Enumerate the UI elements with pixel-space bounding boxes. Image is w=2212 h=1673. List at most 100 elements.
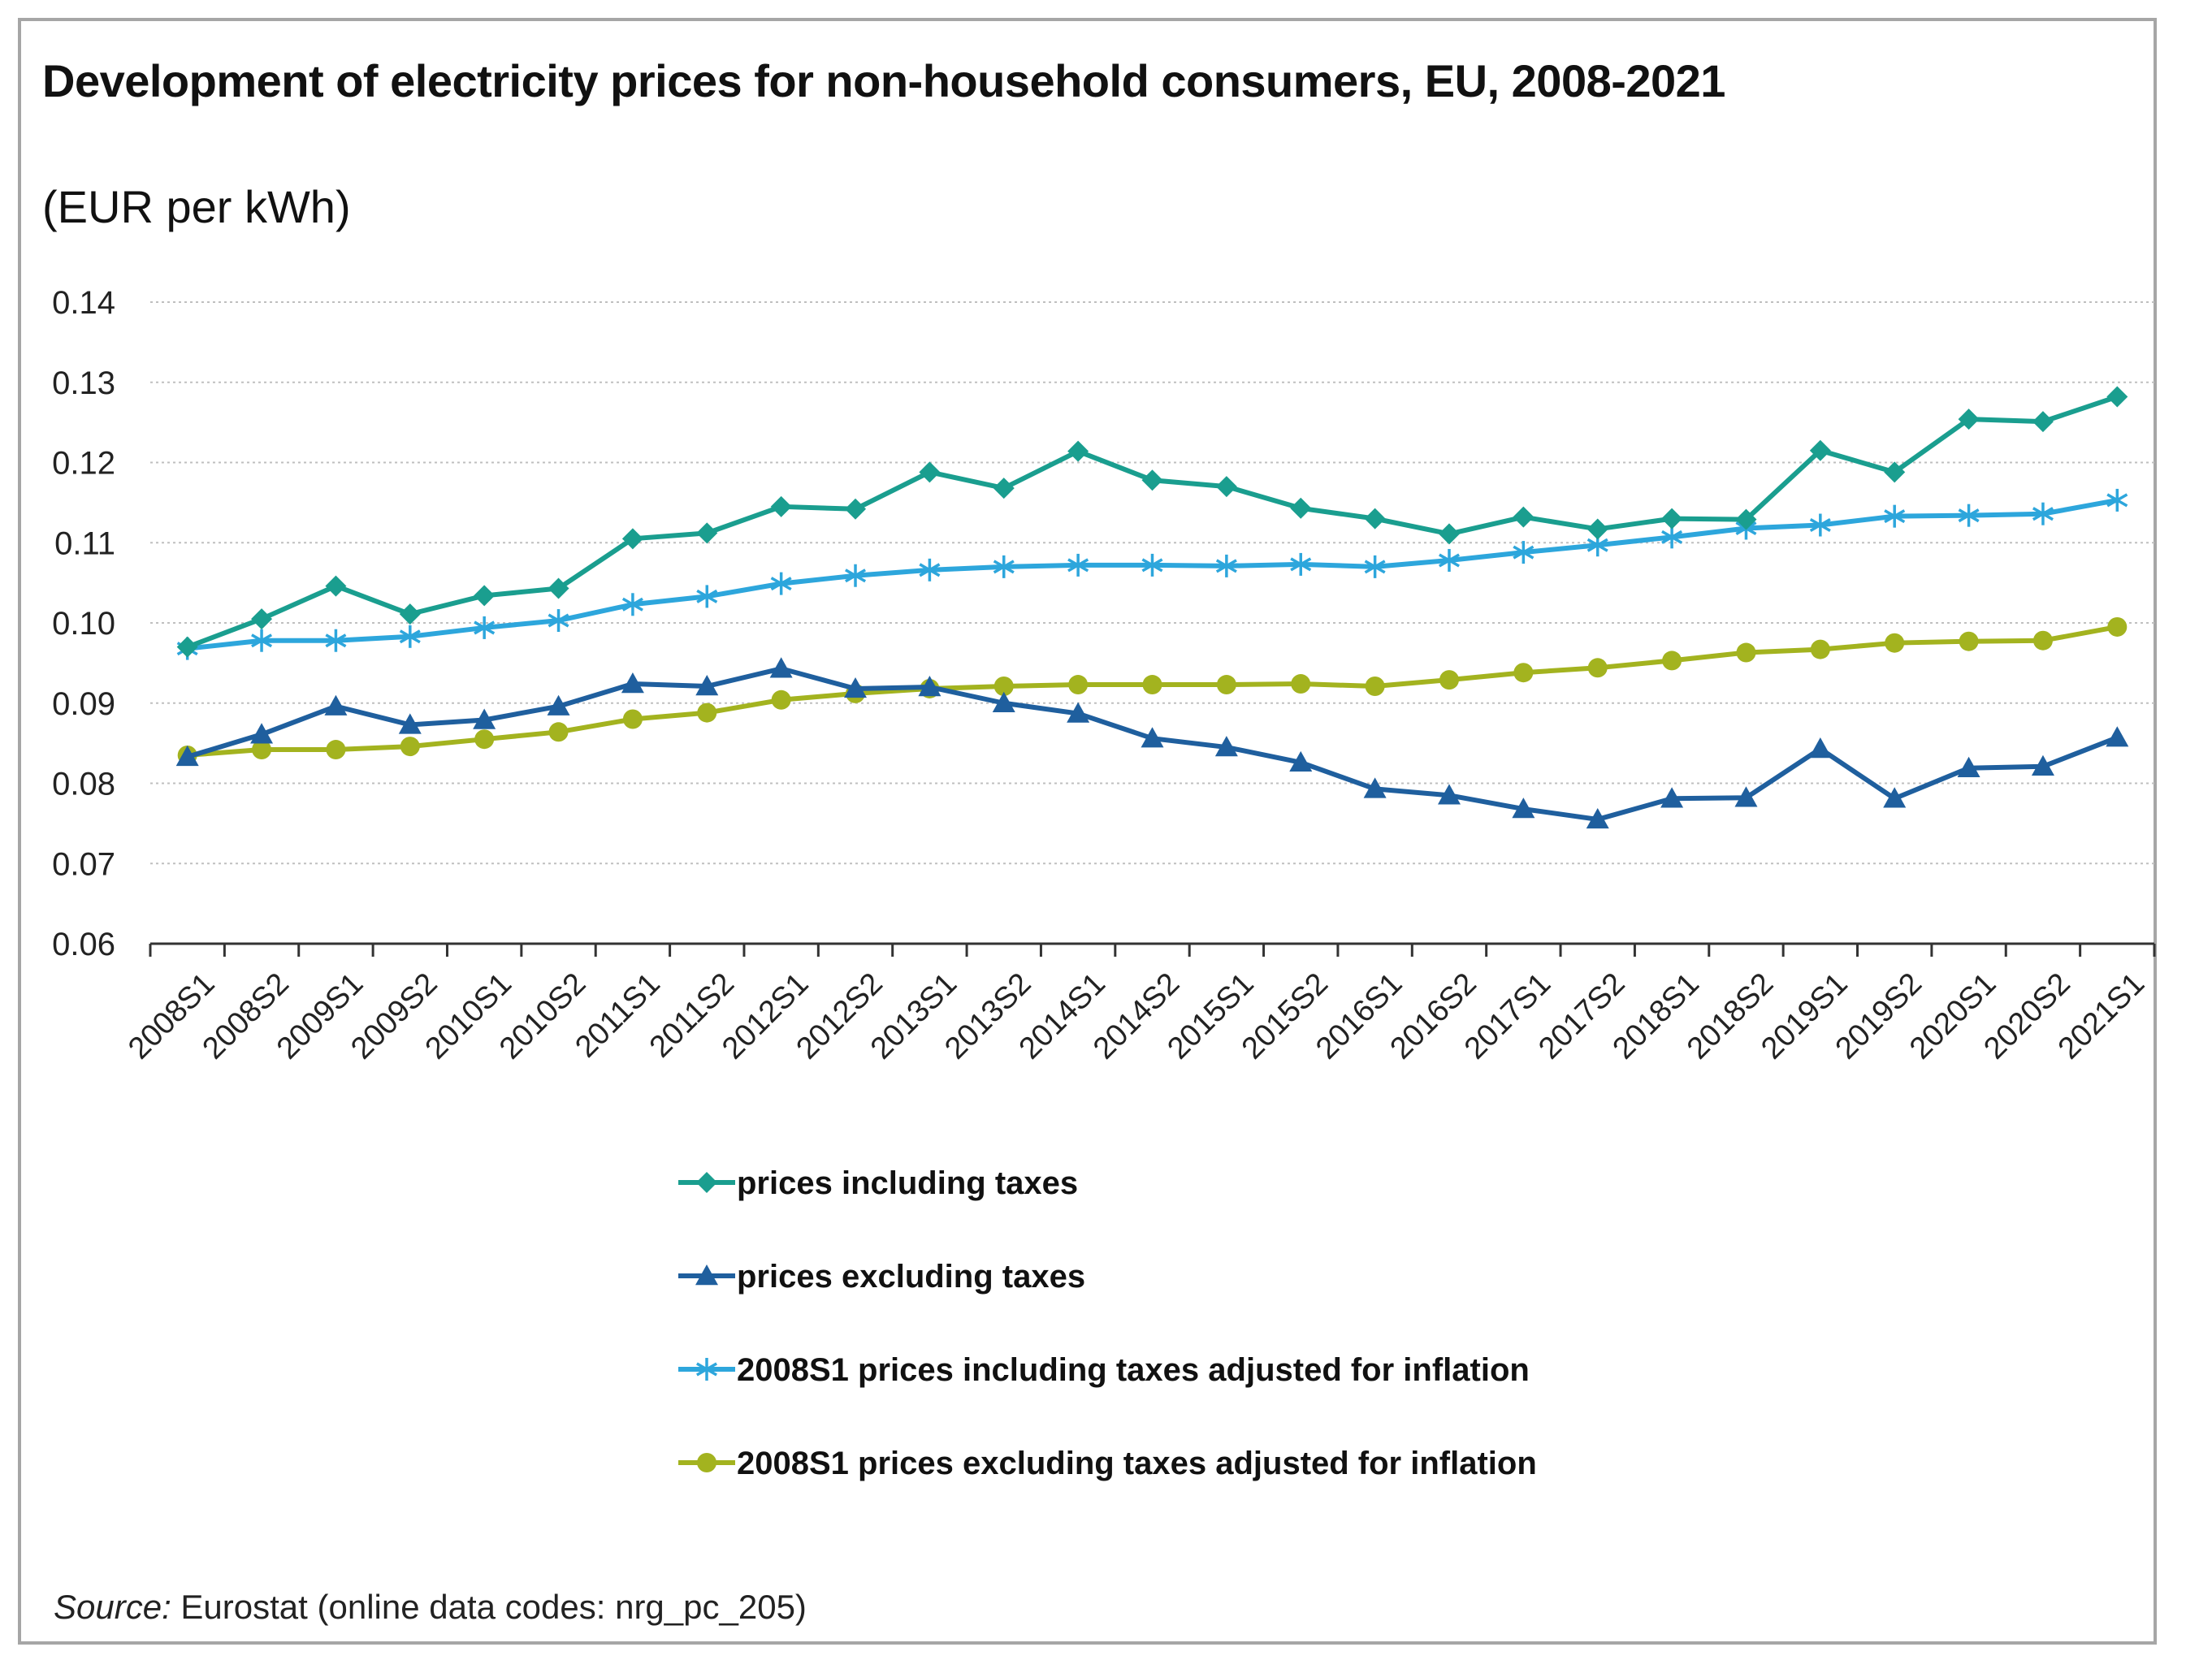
data-point	[1958, 504, 1980, 527]
legend-item: prices including taxes	[678, 1165, 1078, 1201]
data-point	[1959, 631, 1979, 651]
data-point	[1365, 677, 1385, 697]
data-point	[1438, 548, 1460, 572]
data-point	[1067, 553, 1089, 577]
data-point	[2031, 754, 2054, 776]
y-tick-label: 0.10	[52, 606, 115, 642]
data-point	[326, 740, 346, 760]
marker-stroke	[621, 597, 643, 612]
data-point	[473, 708, 496, 729]
data-point	[1364, 555, 1386, 578]
data-point	[399, 603, 421, 625]
data-point	[993, 478, 1015, 499]
data-point	[251, 608, 273, 630]
marker-stroke	[325, 633, 347, 648]
legend-marker	[696, 1358, 717, 1381]
data-point	[919, 558, 941, 581]
data-point	[1068, 675, 1089, 695]
y-tick-label: 0.07	[52, 846, 115, 882]
marker-stroke	[1884, 509, 1906, 524]
data-point	[1586, 518, 1608, 540]
marker-stroke	[1290, 557, 1312, 572]
data-point	[250, 723, 274, 744]
data-point	[1214, 736, 1238, 757]
data-point	[1735, 508, 1757, 530]
data-point	[1809, 513, 1831, 537]
marker-stroke	[770, 577, 792, 591]
data-point	[769, 657, 793, 678]
marker-stroke	[1067, 558, 1089, 573]
data-point	[1141, 553, 1163, 577]
y-tick-label: 0.14	[52, 285, 115, 321]
data-point	[325, 629, 347, 652]
legend-label: prices including taxes	[737, 1165, 1078, 1201]
data-point	[696, 522, 718, 544]
data-point	[1215, 476, 1237, 498]
axes: 0.060.070.080.090.100.110.120.130.142008…	[52, 285, 2156, 1066]
series-lines	[175, 386, 2129, 829]
data-point	[1437, 784, 1461, 805]
data-point	[770, 495, 792, 517]
data-point	[621, 528, 643, 550]
marker-stroke	[2032, 507, 2054, 521]
data-point	[1661, 525, 1683, 549]
data-point	[1957, 756, 1980, 777]
data-point	[993, 555, 1015, 578]
marker-stroke	[1958, 508, 1980, 523]
data-point	[548, 577, 569, 599]
data-point	[2032, 630, 2053, 651]
data-point	[919, 461, 941, 483]
y-tick-label: 0.11	[54, 525, 115, 561]
data-point	[2032, 502, 2054, 525]
chart-subtitle: (EUR per kWh)	[42, 181, 351, 232]
data-point	[1216, 675, 1236, 695]
data-point	[992, 691, 1015, 712]
marker-stroke	[919, 563, 941, 577]
data-point	[621, 593, 643, 616]
marker-stroke	[696, 589, 718, 603]
data-point	[1883, 787, 1907, 808]
legend-item: prices excluding taxes	[678, 1259, 1085, 1295]
legend-item: 2008S1 prices including taxes adjusted f…	[678, 1352, 1530, 1388]
legend-marker	[696, 1172, 717, 1193]
data-point	[918, 676, 942, 697]
data-point	[400, 737, 420, 757]
data-point	[1363, 777, 1387, 798]
marker-stroke	[1586, 538, 1608, 552]
marker-stroke	[1438, 553, 1460, 568]
series-0	[176, 386, 2128, 658]
data-point	[474, 616, 496, 639]
marker-stroke	[251, 633, 273, 648]
series-2	[176, 488, 2128, 660]
data-point	[1809, 439, 1831, 461]
data-point	[1884, 461, 1906, 483]
data-point	[548, 609, 569, 633]
marker-stroke	[474, 620, 496, 635]
data-point	[622, 709, 643, 729]
data-point	[1512, 798, 1535, 819]
marker-stroke	[548, 613, 569, 628]
data-point	[1958, 409, 1980, 430]
data-point	[1513, 541, 1535, 564]
data-point	[696, 585, 718, 608]
data-point	[1291, 674, 1311, 694]
data-point	[770, 572, 792, 595]
data-point	[252, 740, 272, 760]
marker-stroke	[1141, 558, 1163, 573]
series-1	[175, 657, 2129, 829]
data-point	[1513, 663, 1534, 683]
data-point	[474, 585, 496, 607]
marker-stroke	[1215, 559, 1237, 573]
data-point	[1290, 552, 1312, 576]
marker-stroke	[1809, 518, 1831, 533]
marker-stroke	[993, 560, 1015, 574]
marker-stroke	[845, 568, 867, 583]
data-point	[1586, 807, 1609, 829]
data-point	[1587, 658, 1608, 678]
y-tick-label: 0.06	[52, 927, 115, 962]
data-point	[175, 745, 199, 767]
marker-stroke	[1364, 560, 1386, 574]
data-point	[1067, 702, 1090, 723]
data-point	[2106, 386, 2128, 408]
